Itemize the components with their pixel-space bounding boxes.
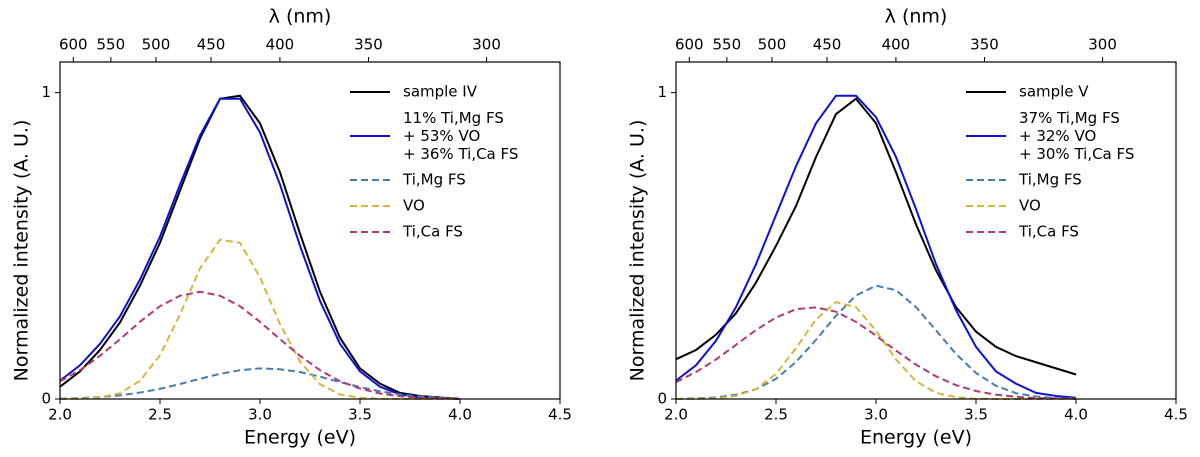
y-axis-label: Normalized intensity (A. U.) bbox=[11, 120, 33, 382]
legend-label: 11% Ti,Mg FS + 53% VO + 36% Ti,Ca FS bbox=[403, 109, 518, 163]
x2-tick-label: 350 bbox=[354, 36, 383, 54]
x2-tick-label: 350 bbox=[970, 36, 999, 54]
y-axis-label: Normalized intensity (A. U.) bbox=[627, 120, 649, 382]
legend-label: VO bbox=[403, 197, 425, 215]
plot-frame bbox=[59, 61, 561, 400]
x2-tick-label: 300 bbox=[1088, 36, 1117, 54]
x2-tick-label: 400 bbox=[882, 36, 911, 54]
legend-line: + 53% VO bbox=[403, 127, 480, 145]
x-tick-label: 2.5 bbox=[764, 406, 788, 424]
plot-frame bbox=[675, 61, 1177, 400]
series-line bbox=[59, 290, 461, 400]
legend-line: 11% Ti,Mg FS bbox=[403, 109, 504, 127]
x2-tick-label: 500 bbox=[758, 36, 787, 54]
series-line bbox=[59, 238, 460, 400]
x-tick-label: 4.0 bbox=[448, 406, 472, 424]
legend-label: sample V bbox=[1019, 83, 1089, 101]
x2-tick-label: 600 bbox=[59, 36, 88, 54]
x2-axis-label: λ (nm) bbox=[269, 6, 332, 28]
legend-line: 37% Ti,Mg FS bbox=[1019, 109, 1120, 127]
panel: 2.0 2.5 3.0 3.5 4.0 4.5 600 550 500 450 400 350 300 0… bbox=[11, 6, 572, 449]
series-line bbox=[675, 94, 1077, 399]
x-tick-label: 3.0 bbox=[864, 406, 888, 424]
x2-tick-label: 500 bbox=[142, 36, 171, 54]
series-line bbox=[59, 97, 461, 400]
legend-label: Ti,Mg FS bbox=[1018, 171, 1082, 189]
x2-tick-label: 550 bbox=[713, 36, 742, 54]
x2-tick-label: 450 bbox=[197, 36, 226, 54]
legend-label: Ti,Mg FS bbox=[402, 171, 466, 189]
legend-line: + 30% Ti,Ca FS bbox=[1019, 145, 1134, 163]
x-tick-label: 3.5 bbox=[348, 406, 372, 424]
x-tick-label: 4.0 bbox=[1064, 406, 1088, 424]
series-line bbox=[675, 97, 1077, 376]
y-tick-label: 0 bbox=[41, 390, 51, 408]
y-tick-label: 1 bbox=[657, 83, 667, 101]
series-line bbox=[675, 284, 1077, 400]
y-tick-label: 0 bbox=[657, 390, 667, 408]
x-tick-label: 4.5 bbox=[1164, 406, 1188, 424]
series-line bbox=[59, 367, 461, 400]
x-tick-label: 2.5 bbox=[148, 406, 172, 424]
series-line bbox=[675, 306, 1077, 400]
legend-line: + 36% Ti,Ca FS bbox=[403, 145, 518, 163]
y-tick-label: 1 bbox=[41, 83, 51, 101]
legend-label: Ti,Ca FS bbox=[402, 223, 463, 241]
x-tick-label: 4.5 bbox=[548, 406, 572, 424]
legend-label: sample IV bbox=[403, 83, 478, 101]
x2-tick-label: 450 bbox=[813, 36, 842, 54]
panel: 2.0 2.5 3.0 3.5 4.0 4.5 600 550 500 450 400 350 300 0… bbox=[627, 6, 1188, 449]
legend-label: Ti,Ca FS bbox=[1018, 223, 1079, 241]
x2-tick-label: 600 bbox=[675, 36, 704, 54]
legend-label: 37% Ti,Mg FS + 32% VO + 30% Ti,Ca FS bbox=[1019, 109, 1134, 163]
x-tick-label: 3.5 bbox=[964, 406, 988, 424]
x-axis-label: Energy (eV) bbox=[860, 427, 972, 449]
series-line bbox=[59, 94, 461, 400]
x2-tick-label: 400 bbox=[266, 36, 295, 54]
x-tick-label: 2.0 bbox=[48, 406, 72, 424]
x-axis-label: Energy (eV) bbox=[244, 427, 356, 449]
x-tick-label: 2.0 bbox=[664, 406, 688, 424]
legend-line: + 32% VO bbox=[1019, 127, 1096, 145]
x2-axis-label: λ (nm) bbox=[885, 6, 948, 28]
x2-tick-label: 550 bbox=[97, 36, 126, 54]
legend-label: VO bbox=[1019, 197, 1041, 215]
x-tick-label: 3.0 bbox=[248, 406, 272, 424]
x2-tick-label: 300 bbox=[472, 36, 501, 54]
